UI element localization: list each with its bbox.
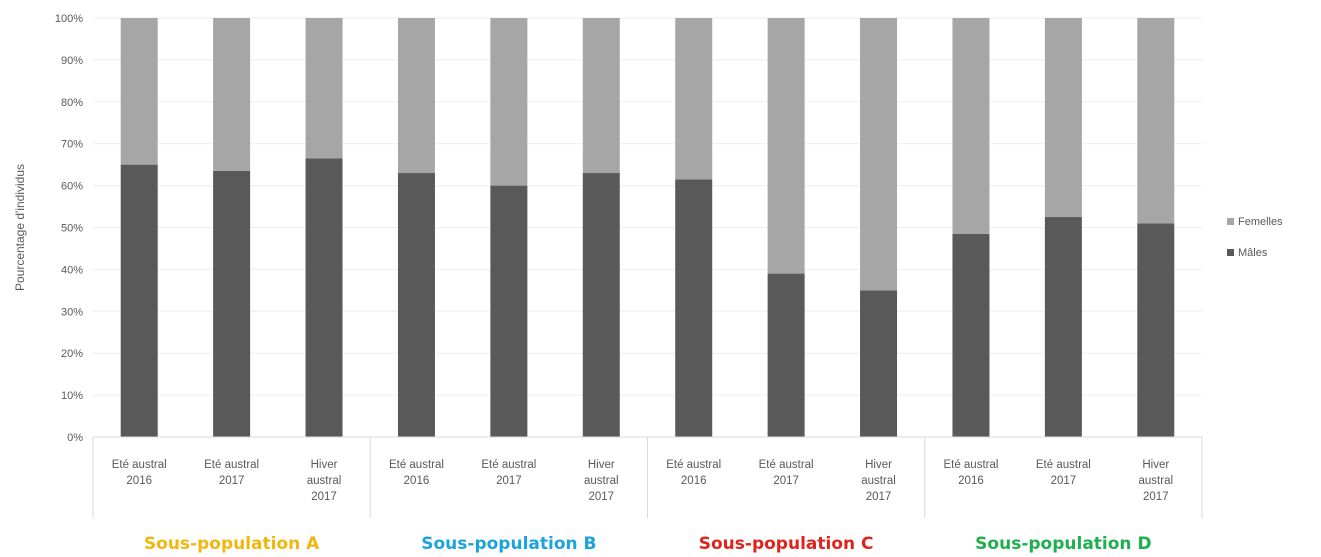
x-tick-label: austral [307,475,342,487]
bar-femelles [582,18,620,174]
x-tick-label: 2016 [681,475,707,487]
bar-males [675,179,713,437]
legend-entry: Mâles [1238,247,1268,259]
bar-femelles [675,18,713,180]
group-label: Sous-population A [144,534,320,554]
x-tick-label: Hiver [1142,459,1169,471]
x-tick-label: 2017 [866,491,892,503]
y-tick-label: 30% [61,306,83,318]
x-tick-label: Eté austral [759,459,814,471]
y-tick-label: 0% [67,432,83,444]
bar-males [397,173,435,437]
x-tick-label: 2017 [219,475,245,487]
bar-femelles [1137,18,1175,224]
x-tick-label: Eté austral [943,459,998,471]
bar-femelles [213,18,251,171]
x-tick-label: 2017 [311,491,337,503]
x-tick-label: 2016 [958,475,984,487]
bar-femelles [952,18,990,234]
bar-femelles [120,18,158,165]
bar-males [860,290,898,437]
group-label: Sous-population B [421,534,596,554]
x-tick-label: austral [861,475,896,487]
bar-males [490,185,528,437]
bar-males [213,170,251,437]
bar-males [582,173,620,437]
x-tick-label: 2016 [404,475,430,487]
bar-femelles [397,18,435,174]
group-label: Sous-population C [699,534,874,554]
y-tick-label: 80% [61,97,83,109]
bar-males [767,273,805,437]
y-tick-label: 70% [61,139,83,151]
x-tick-label: Hiver [865,459,892,471]
bar-femelles [860,18,898,291]
x-tick-label: Eté austral [389,459,444,471]
bar-femelles [490,18,528,186]
x-tick-label: Eté austral [666,459,721,471]
bar-males [1137,223,1175,437]
bar-males [120,164,158,437]
x-tick-label: Eté austral [204,459,259,471]
x-tick-label: 2017 [773,475,799,487]
x-tick-label: austral [584,475,619,487]
x-tick-label: 2017 [1143,491,1169,503]
x-tick-label: Eté austral [112,459,167,471]
y-tick-label: 100% [55,13,83,25]
y-tick-label: 10% [61,390,83,402]
group-label: Sous-population D [975,534,1151,554]
x-tick-label: austral [1139,475,1174,487]
y-tick-label: 60% [61,181,83,193]
bar-femelles [767,18,805,274]
x-tick-label: Hiver [588,459,615,471]
bar-femelles [305,18,343,159]
legend-entry: Femelles [1238,216,1283,228]
bar-males [1044,217,1082,437]
x-tick-label: 2017 [1051,475,1077,487]
y-axis-label: Pourcentage d'individus [13,164,27,291]
x-tick-label: Eté austral [481,459,536,471]
y-tick-label: 90% [61,55,83,67]
y-tick-label: 20% [61,348,83,360]
y-tick-label: 50% [61,223,83,235]
bar-males [952,233,990,437]
legend-swatch [1227,218,1234,225]
bar-males [305,158,343,438]
x-tick-label: 2017 [496,475,522,487]
bar-femelles [1044,18,1082,218]
legend-swatch [1227,249,1234,256]
x-tick-label: 2017 [588,491,614,503]
y-tick-label: 40% [61,264,83,276]
x-tick-label: 2016 [126,475,152,487]
x-tick-label: Eté austral [1036,459,1091,471]
x-tick-label: Hiver [311,459,338,471]
